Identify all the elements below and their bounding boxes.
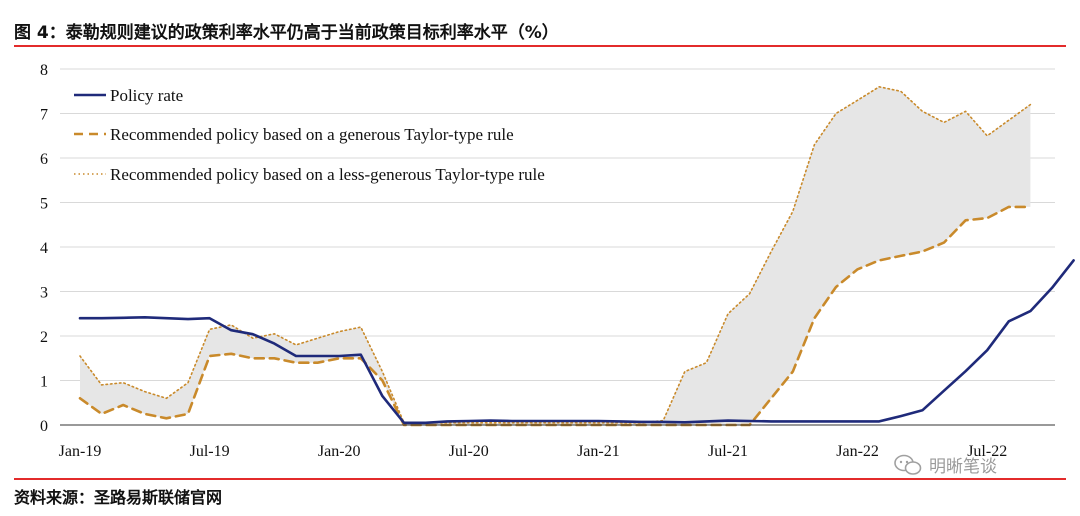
chart: 0 1 2 3 4 5 6 7 8 Jan-19 Jul-19 Jan-20 Jul-20 Jan-21… — [40, 62, 1075, 460]
y-tick-7: 7 — [40, 107, 48, 124]
legend-less-generous-rule-label: Recommended policy based on a less-gener… — [110, 165, 545, 184]
series-policy-rate — [78, 259, 1075, 425]
source-note: 资料来源：圣路易斯联储官网 — [14, 488, 223, 507]
x-tick-jan-22: Jan-22 — [836, 443, 879, 460]
y-tick-2: 2 — [40, 329, 48, 346]
y-tick-6: 6 — [40, 151, 48, 168]
x-tick-jul-19: Jul-19 — [190, 443, 230, 460]
title-divider — [14, 45, 1066, 47]
x-tick-jan-20: Jan-20 — [318, 443, 361, 460]
x-tick-jan-21: Jan-21 — [577, 443, 620, 460]
source-divider — [14, 478, 1066, 480]
x-tick-labels: Jan-19 Jul-19 Jan-20 Jul-20 Jan-21 Jul-21 Jan-… — [59, 443, 1008, 460]
y-tick-0: 0 — [40, 418, 48, 435]
watermark-text: 明晰笔谈 — [929, 457, 997, 477]
series-less-generous-rule — [79, 86, 1032, 424]
figure-title: 图 4：泰勒规则建议的政策利率水平仍高于当前政策目标利率水平（%） — [14, 23, 559, 43]
y-tick-labels: 0 1 2 3 4 5 6 7 8 — [40, 62, 48, 435]
legend-generous-rule-label: Recommended policy based on a generous T… — [110, 125, 514, 144]
legend-policy-rate-label: Policy rate — [110, 86, 183, 105]
taylor-range-band — [80, 86, 1031, 426]
wechat-icon — [894, 454, 922, 475]
x-tick-jul-22: Jul-22 — [967, 443, 1007, 460]
y-tick-4: 4 — [40, 240, 48, 257]
y-tick-3: 3 — [40, 285, 48, 302]
watermark: 明晰笔谈 — [893, 452, 997, 477]
y-tick-1: 1 — [40, 374, 48, 391]
y-tick-5: 5 — [40, 196, 48, 213]
x-tick-jul-20: Jul-20 — [449, 443, 489, 460]
y-tick-8: 8 — [40, 62, 48, 79]
x-tick-jul-21: Jul-21 — [708, 443, 748, 460]
legend: Policy rate Recommended policy based on a… — [74, 86, 545, 184]
x-tick-jan-19: Jan-19 — [59, 443, 102, 460]
